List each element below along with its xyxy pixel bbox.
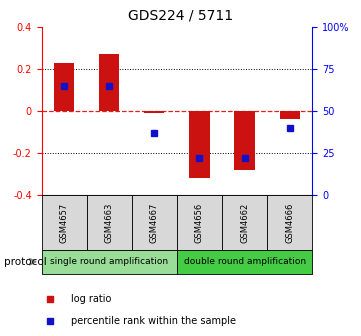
Bar <box>189 111 210 178</box>
Bar <box>279 111 300 119</box>
Text: single round amplification: single round amplification <box>50 257 168 266</box>
Text: GDS224 / 5711: GDS224 / 5711 <box>128 8 233 23</box>
Text: GSM4656: GSM4656 <box>195 203 204 243</box>
Text: log ratio: log ratio <box>71 294 111 303</box>
Bar <box>177 195 222 250</box>
Text: GSM4663: GSM4663 <box>105 202 114 243</box>
Bar <box>132 195 177 250</box>
Text: GSM4667: GSM4667 <box>150 202 159 243</box>
Bar <box>177 250 312 274</box>
Bar <box>144 111 165 113</box>
Bar <box>42 250 177 274</box>
Text: GSM4662: GSM4662 <box>240 203 249 243</box>
Bar <box>222 195 267 250</box>
Text: GSM4657: GSM4657 <box>60 203 69 243</box>
Text: percentile rank within the sample: percentile rank within the sample <box>71 316 236 326</box>
Bar <box>99 54 119 111</box>
Bar <box>54 62 74 111</box>
Text: GSM4666: GSM4666 <box>285 202 294 243</box>
Bar <box>234 111 255 170</box>
Text: double round amplification: double round amplification <box>183 257 306 266</box>
Bar <box>42 195 87 250</box>
Text: protocol: protocol <box>4 257 46 267</box>
Bar <box>87 195 132 250</box>
Bar <box>267 195 312 250</box>
